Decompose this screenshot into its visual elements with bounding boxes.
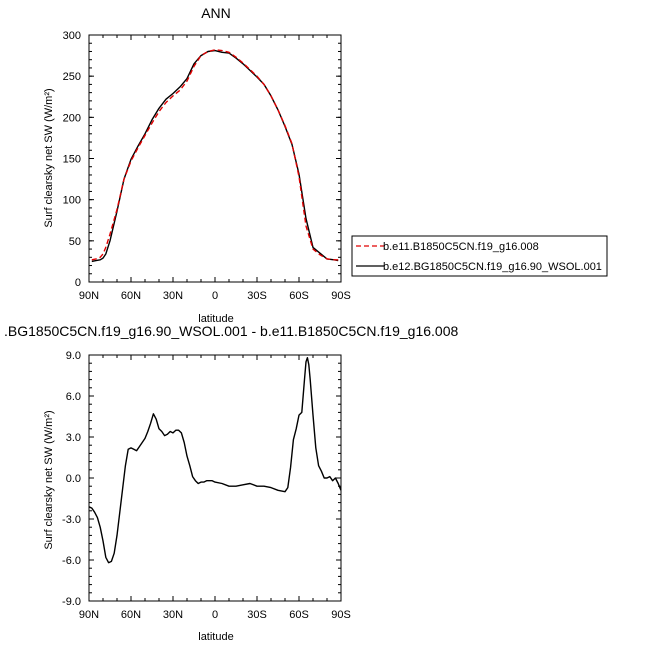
top-x-tick-label: 90N <box>79 290 99 302</box>
top-x-tick-label: 90S <box>331 290 351 302</box>
bottom-y-tick-label: 0.0 <box>66 473 81 485</box>
bottom-x-tick-label: 60N <box>121 609 141 621</box>
bottom-x-tick-label: 30S <box>247 609 267 621</box>
bottom-chart: .BG1850C5CN.f19_g16.90_WSOL.001 - b.e11.… <box>4 323 458 643</box>
top-y-tick-label: 300 <box>63 30 81 42</box>
top-y-tick-label: 100 <box>63 195 81 207</box>
bottom-x-tick-label: 0 <box>212 609 218 621</box>
bottom-x-axis-label: latitude <box>198 631 233 643</box>
top-x-tick-label: 0 <box>212 290 218 302</box>
top-chart-title: ANN <box>201 5 231 21</box>
bottom-plot-area: 90N 60N 30N 0 30S 60S 90S -9.0 -6.0 -3.0 0.0 3.0 6.0… <box>62 350 351 621</box>
top-plot-frame <box>88 34 342 283</box>
bottom-y-tick-label: -9.0 <box>62 596 81 608</box>
bottom-series-line-1 <box>88 357 342 564</box>
bottom-x-tick-label: 60S <box>289 609 309 621</box>
top-series-line-2 <box>91 49 339 263</box>
top-chart: ANN 90N 60N 30N 0 30S 60S 90S 0 50 100 150 200 250 30… <box>43 5 351 325</box>
bottom-chart-title: .BG1850C5CN.f19_g16.90_WSOL.001 - b.e11.… <box>4 323 458 339</box>
bottom-y-tick-label: -6.0 <box>62 555 81 567</box>
legend-label-series-1: b.e11.B1850C5CN.f19_g16.008 <box>383 241 539 253</box>
bottom-x-tick-label: 90N <box>79 609 99 621</box>
top-series-line-1 <box>91 49 339 261</box>
bottom-x-tick-label: 30N <box>163 609 183 621</box>
top-y-axis-label: Surf clearsky net SW (W/m²) <box>43 88 55 227</box>
bottom-y-axis-label: Surf clearsky net SW (W/m²) <box>43 410 55 549</box>
top-x-tick-label: 60S <box>289 290 309 302</box>
bottom-y-tick-label: 3.0 <box>66 432 81 444</box>
top-y-tick-label: 50 <box>69 236 81 248</box>
legend-box <box>351 235 608 277</box>
bottom-y-tick-label: 6.0 <box>66 391 81 403</box>
bottom-y-tick-label: 9.0 <box>66 350 81 362</box>
top-x-tick-label: 60N <box>121 290 141 302</box>
legend: b.e11.B1850C5CN.f19_g16.008 b.e12.BG1850… <box>351 235 608 277</box>
top-x-tick-label: 30N <box>163 290 183 302</box>
top-plot-area: 90N 60N 30N 0 30S 60S 90S 0 50 100 150 200 250 300 <box>63 30 351 302</box>
legend-label-series-2: b.e12.BG1850C5CN.f19_g16.90_WSOL.001 <box>383 261 602 273</box>
bottom-y-tick-label: -3.0 <box>62 514 81 526</box>
top-y-tick-label: 250 <box>63 71 81 83</box>
top-y-tick-label: 0 <box>75 277 81 289</box>
top-y-tick-label: 150 <box>63 154 81 166</box>
top-x-tick-label: 30S <box>247 290 267 302</box>
bottom-x-tick-label: 90S <box>331 609 351 621</box>
top-x-axis-label: latitude <box>198 313 233 325</box>
top-y-tick-label: 200 <box>63 112 81 124</box>
